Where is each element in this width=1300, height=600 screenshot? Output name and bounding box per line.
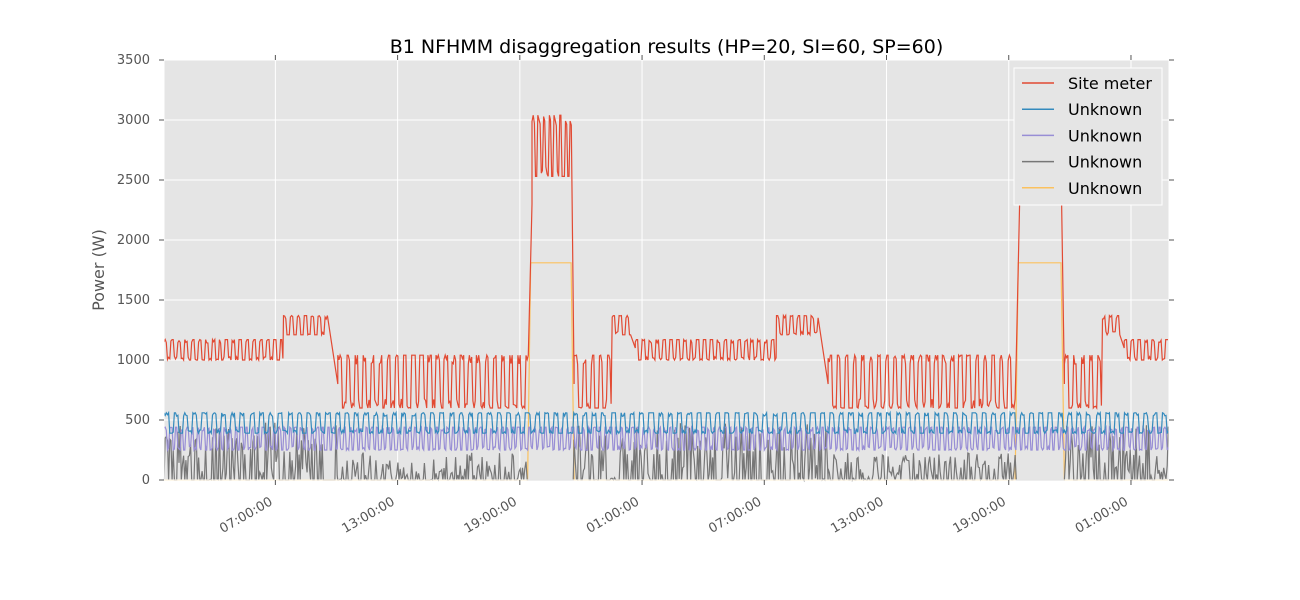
y-tick-label: 3500 [117, 53, 150, 68]
x-tick-label: 01:00:00 [584, 494, 642, 536]
x-tick-label: 19:00:00 [951, 494, 1009, 536]
legend-box [1013, 67, 1163, 206]
y-tick-label: 1000 [117, 353, 150, 368]
y-tick-label: 3000 [117, 113, 150, 128]
x-tick-label: 07:00:00 [706, 494, 764, 536]
y-tick-label: 0 [142, 473, 150, 488]
y-tick-label: 500 [125, 413, 150, 428]
legend-label: Site meter [1068, 74, 1152, 93]
chart-title: B1 NFHMM disaggregation results (HP=20, … [390, 36, 944, 58]
y-axis-label: Power (W) [89, 229, 108, 311]
series-line [163, 424, 1169, 453]
plot-area [164, 60, 1169, 480]
y-tick-label: 2500 [117, 173, 150, 188]
y-tick-label: 2000 [117, 233, 150, 248]
x-tick-label: 01:00:00 [1073, 494, 1131, 536]
series-line [163, 114, 1168, 411]
x-tick-label: 13:00:00 [340, 494, 398, 536]
legend-label: Unknown [1068, 100, 1142, 119]
legend-label: Unknown [1068, 153, 1142, 172]
legend-label: Unknown [1068, 179, 1142, 198]
legend: Site meter Unknown Unknown Unknown Unknown [1013, 67, 1163, 206]
plot-frame [163, 59, 1170, 481]
x-tick-label: 19:00:00 [462, 494, 520, 536]
legend-label: Unknown [1068, 126, 1142, 145]
x-tick-label: 13:00:00 [828, 494, 886, 536]
series-line [163, 410, 1169, 436]
y-tick-label: 1500 [117, 293, 150, 308]
x-tick-label: 07:00:00 [217, 494, 275, 536]
